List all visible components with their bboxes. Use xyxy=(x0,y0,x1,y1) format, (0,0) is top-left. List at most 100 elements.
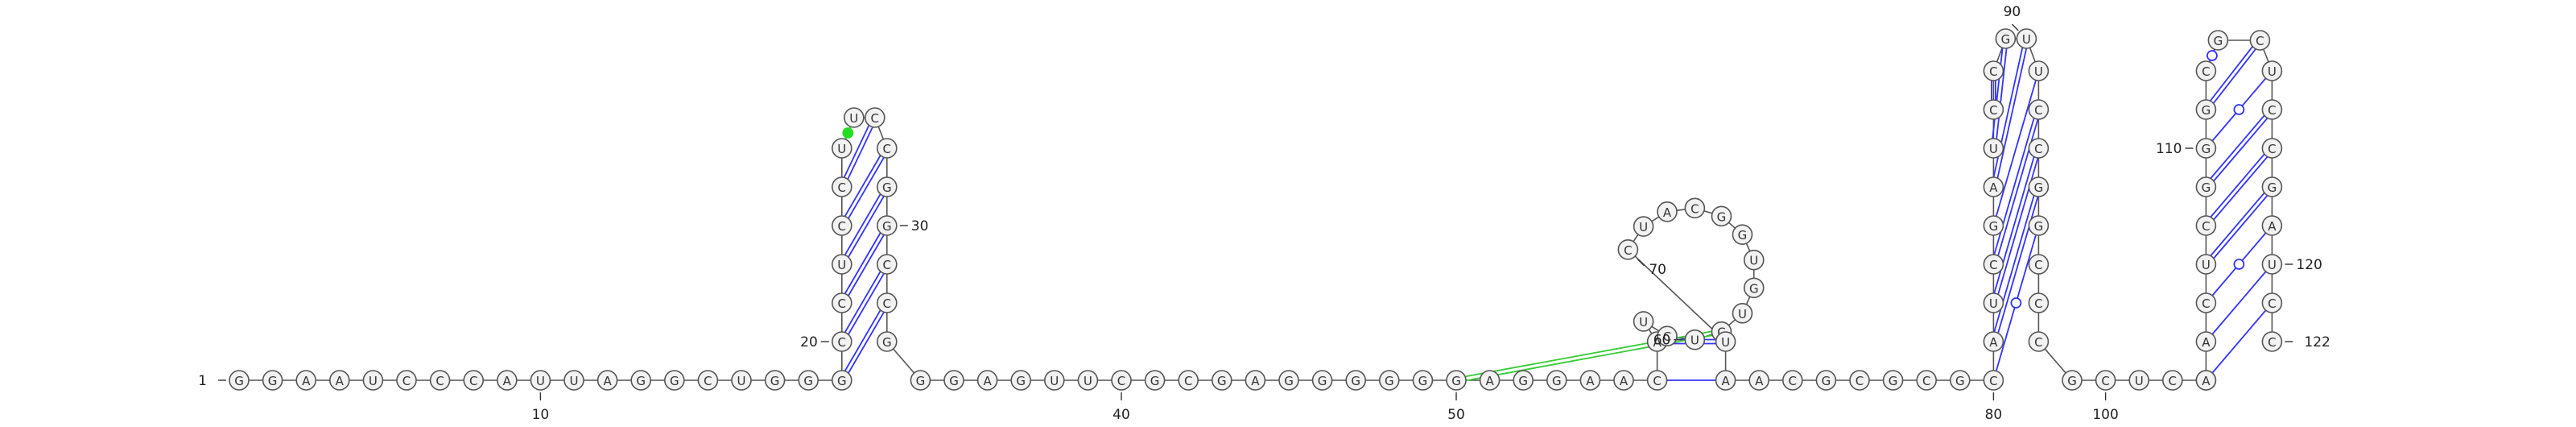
svg-text:C: C xyxy=(2256,34,2264,48)
svg-text:A: A xyxy=(1251,374,1260,388)
nucleotide-77: G xyxy=(1882,370,1904,391)
svg-text:G: G xyxy=(803,374,813,388)
position-label-1: 1 xyxy=(198,373,207,389)
nucleotide-52: G xyxy=(1513,370,1534,391)
svg-text:A: A xyxy=(2268,219,2277,234)
svg-text:A: A xyxy=(1721,374,1730,388)
nucleotide-28: C xyxy=(877,138,898,159)
svg-text:U: U xyxy=(849,111,858,126)
svg-text:U: U xyxy=(837,258,846,272)
nucleotide-93: C xyxy=(2028,138,2050,159)
nucleotide-98: C xyxy=(2028,331,2050,352)
nucleotide-68: A xyxy=(1657,201,1678,222)
svg-text:C: C xyxy=(2034,142,2042,156)
base-pair-line xyxy=(2205,302,2273,381)
svg-text:G: G xyxy=(268,374,278,388)
svg-text:G: G xyxy=(1717,209,1727,224)
nucleotide-74: C xyxy=(1782,370,1803,391)
svg-text:U: U xyxy=(1050,374,1059,388)
svg-text:C: C xyxy=(2034,258,2042,272)
base-pair-line xyxy=(843,118,877,189)
nucleotide-54: A xyxy=(1579,370,1601,391)
nucleotide-43: G xyxy=(1212,370,1232,391)
nucleotide-39: U xyxy=(1077,370,1099,391)
svg-text:C: C xyxy=(2268,296,2276,311)
base-pair-line xyxy=(843,226,890,305)
base-pair-line xyxy=(1991,109,2037,264)
svg-text:C: C xyxy=(2034,296,2042,311)
nucleotide-63: G xyxy=(1743,277,1765,299)
nucleotide-2: G xyxy=(262,370,283,391)
svg-text:U: U xyxy=(1749,254,1758,268)
svg-text:C: C xyxy=(1663,330,1671,344)
nucleotide-8: C xyxy=(463,370,485,391)
svg-text:A: A xyxy=(1485,374,1494,388)
nucleotide-51: A xyxy=(1479,370,1501,391)
svg-text:C: C xyxy=(2268,103,2276,118)
svg-text:C: C xyxy=(871,111,879,126)
svg-text:C: C xyxy=(1989,103,1997,118)
nucleotide-80: C xyxy=(1983,370,2004,391)
position-label-50: 50 xyxy=(1447,407,1465,423)
svg-text:C: C xyxy=(1624,243,1632,258)
svg-text:G: G xyxy=(1318,374,1327,388)
svg-text:G: G xyxy=(2202,142,2211,156)
base-pair-line xyxy=(1991,186,2037,342)
svg-text:C: C xyxy=(402,374,411,388)
svg-text:C: C xyxy=(1989,64,1997,79)
nucleotide-121: C xyxy=(2261,292,2283,313)
svg-text:A: A xyxy=(1653,335,1662,350)
svg-text:U: U xyxy=(1639,220,1648,234)
nucleotide-50: G xyxy=(1446,370,1467,391)
svg-text:A: A xyxy=(1586,374,1595,388)
svg-text:G: G xyxy=(882,180,892,195)
nucleotide-12: A xyxy=(597,370,618,391)
svg-text:U: U xyxy=(837,142,846,156)
svg-text:G: G xyxy=(1749,281,1759,296)
svg-text:C: C xyxy=(1922,374,1930,388)
base-pair-line xyxy=(839,224,886,303)
svg-text:C: C xyxy=(2169,374,2177,388)
nucleotide-116: C xyxy=(2261,99,2283,120)
svg-text:A: A xyxy=(1989,180,1998,195)
nucleotide-71: U xyxy=(1715,331,1736,352)
nucleotide-21: C xyxy=(832,292,852,313)
nucleotide-58: U xyxy=(1633,311,1654,332)
nucleotide-9: A xyxy=(496,370,518,391)
nucleotide-114: C xyxy=(2249,30,2271,51)
gu-pair-circle xyxy=(2206,50,2218,61)
svg-text:G: G xyxy=(2268,180,2277,195)
nucleotide-16: U xyxy=(731,370,752,391)
svg-text:G: G xyxy=(2202,180,2211,195)
svg-text:G: G xyxy=(1552,374,1562,388)
svg-text:U: U xyxy=(2135,374,2144,388)
svg-text:C: C xyxy=(2202,219,2210,234)
nucleotide-40: C xyxy=(1111,370,1132,391)
position-label-80: 80 xyxy=(1985,407,2003,423)
base-pair-line xyxy=(1994,110,2041,265)
nucleotide-17: G xyxy=(764,370,786,391)
svg-text:G: G xyxy=(2202,103,2211,118)
nucleotide-53: G xyxy=(1546,370,1567,391)
svg-text:G: G xyxy=(2034,219,2044,234)
position-label-40: 40 xyxy=(1113,407,1130,423)
base-pair-line xyxy=(839,116,874,187)
nucleotide-69: U xyxy=(1633,216,1654,237)
svg-text:U: U xyxy=(2268,64,2277,79)
svg-text:U: U xyxy=(2022,32,2031,47)
nucleotide-55: A xyxy=(1613,370,1634,391)
svg-text:U: U xyxy=(2202,258,2211,272)
nucleotide-79: G xyxy=(1950,370,1971,391)
base-pair-line xyxy=(2203,146,2272,225)
label-tick xyxy=(1637,259,1645,267)
base-pair-line xyxy=(1991,38,2025,187)
nucleotide-102: C xyxy=(2162,370,2183,391)
nucleotide-75: G xyxy=(1815,370,1837,391)
nucleotide-48: G xyxy=(1379,370,1400,391)
nucleotide-66: G xyxy=(1711,205,1732,227)
svg-text:U: U xyxy=(2268,258,2277,272)
nucleotide-49: G xyxy=(1412,370,1434,391)
base-pairs xyxy=(839,38,2274,383)
svg-text:G: G xyxy=(2034,180,2044,195)
